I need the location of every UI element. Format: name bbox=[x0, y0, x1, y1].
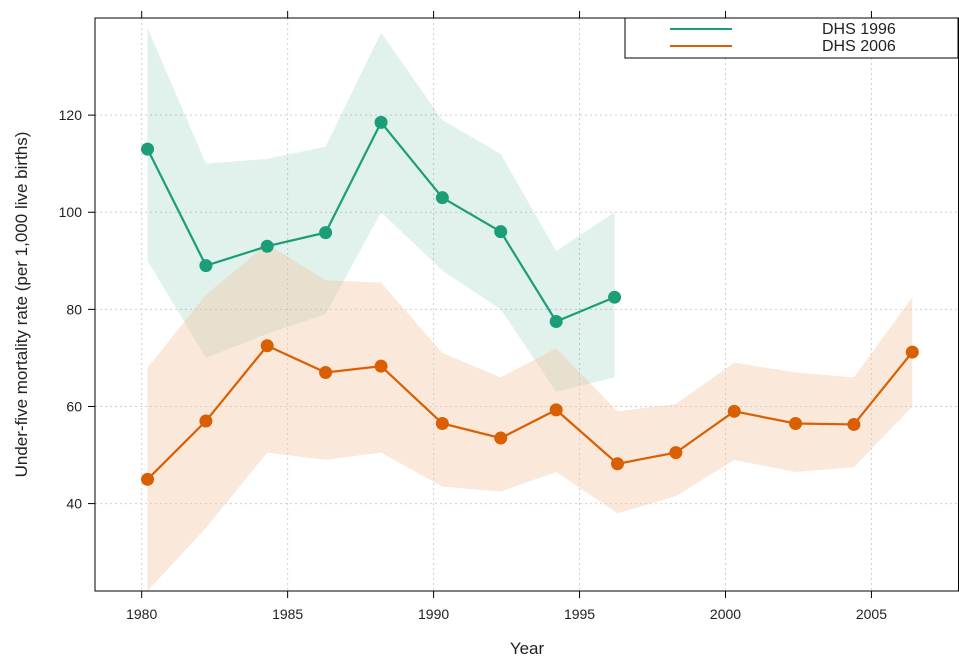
legend-box bbox=[624, 17, 959, 59]
x-tick-label-0: 1980 bbox=[126, 606, 157, 622]
x-tick-label-1: 1985 bbox=[272, 606, 303, 622]
y-axis-title: Under-five mortality rate (per 1,000 liv… bbox=[12, 132, 31, 478]
data-point-s1-10 bbox=[727, 404, 741, 418]
y-tick-label-2: 80 bbox=[66, 301, 82, 317]
data-point-s0-1 bbox=[199, 259, 213, 273]
band-series-1 bbox=[147, 243, 913, 591]
data-point-s1-9 bbox=[669, 446, 683, 460]
x-tick-label-5: 2005 bbox=[856, 606, 887, 622]
data-point-s0-3 bbox=[319, 226, 333, 240]
x-tick-label-3: 1995 bbox=[564, 606, 595, 622]
x-axis-ticks: 1980 1985 1990 1995 2000 2005 bbox=[126, 11, 887, 622]
legend: DHS 1996 DHS 2006 bbox=[624, 17, 959, 59]
legend-label-dhs-1996: DHS 1996 bbox=[822, 21, 896, 38]
data-point-s0-2 bbox=[260, 239, 274, 253]
y-tick-label-1: 60 bbox=[66, 398, 82, 414]
data-point-s0-4 bbox=[374, 115, 388, 129]
data-point-s1-5 bbox=[435, 416, 449, 430]
data-point-s1-13 bbox=[905, 345, 919, 359]
data-point-s0-7 bbox=[549, 314, 563, 328]
data-point-s0-8 bbox=[608, 290, 622, 304]
y-axis-ticks: 40 60 80 100 120 bbox=[59, 107, 95, 512]
data-point-s1-4 bbox=[374, 359, 388, 373]
data-point-s1-8 bbox=[610, 457, 624, 471]
data-point-s1-12 bbox=[847, 417, 861, 431]
data-point-s1-2 bbox=[260, 339, 274, 353]
x-axis-title: Year bbox=[510, 639, 545, 658]
data-point-s0-5 bbox=[435, 191, 449, 205]
x-tick-label-2: 1990 bbox=[418, 606, 449, 622]
data-point-s1-0 bbox=[141, 472, 155, 486]
series-line-1 bbox=[146, 344, 914, 481]
y-tick-label-0: 40 bbox=[66, 496, 82, 512]
confidence-bands bbox=[147, 27, 913, 591]
data-point-s1-3 bbox=[319, 365, 333, 379]
legend-label-dhs-2006: DHS 2006 bbox=[822, 38, 896, 55]
data-point-s1-11 bbox=[789, 416, 803, 430]
data-point-s0-6 bbox=[494, 225, 508, 239]
series-points bbox=[141, 115, 919, 486]
data-point-s0-0 bbox=[141, 142, 155, 156]
data-point-s1-6 bbox=[494, 431, 508, 445]
data-point-s1-1 bbox=[199, 414, 213, 428]
data-point-s1-7 bbox=[549, 403, 563, 417]
y-tick-label-3: 100 bbox=[59, 204, 83, 220]
x-tick-label-4: 2000 bbox=[710, 606, 741, 622]
band-series-0 bbox=[147, 27, 615, 392]
grid bbox=[95, 18, 959, 591]
y-tick-label-4: 120 bbox=[59, 107, 83, 123]
